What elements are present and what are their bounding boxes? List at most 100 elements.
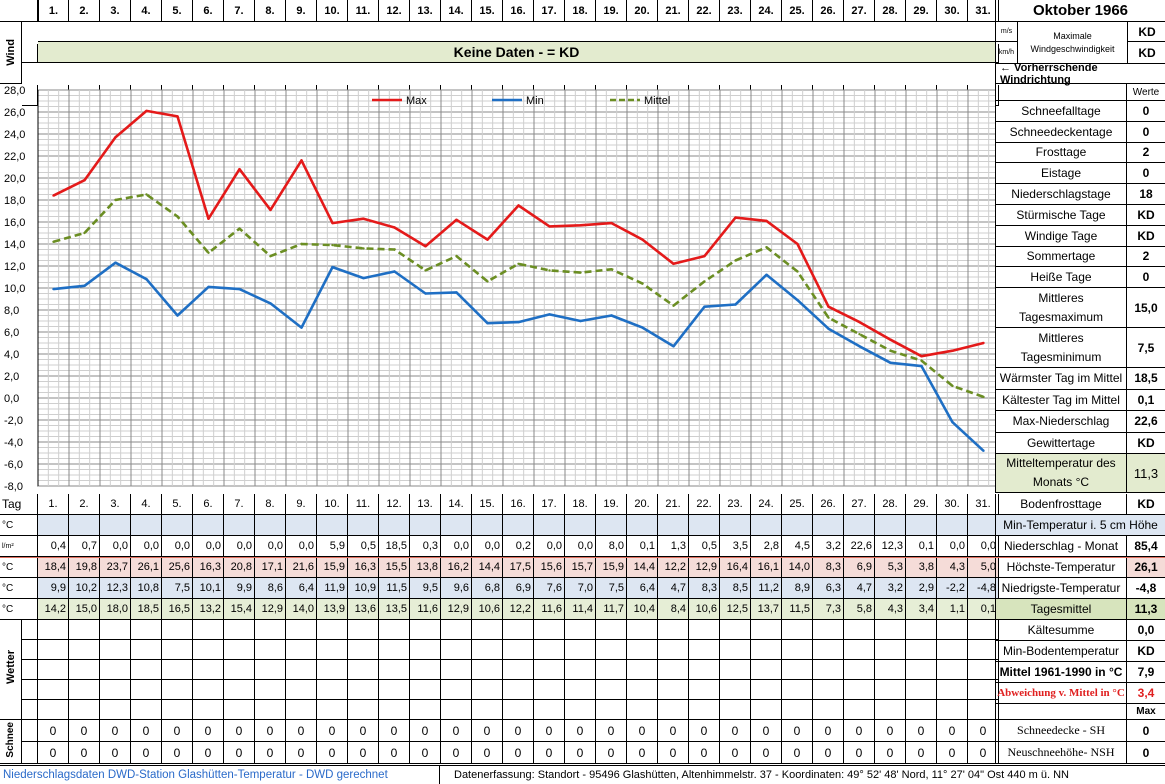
legend-label-min: Min [526,95,544,107]
table-cell: 4,7 [844,578,875,599]
table-cell: 12,3 [100,578,131,599]
series-min-point [827,327,830,330]
table-cell [162,515,193,536]
table-cell: 20,8 [224,557,255,578]
table-cell [844,515,875,536]
wetter-cell [410,620,441,640]
series-max-point [889,338,892,341]
day-number: 31. [968,0,999,22]
table-cell [38,515,69,536]
wetter-cell [751,620,782,640]
table-cell: 0,5 [348,536,379,557]
table-cell: 18,5 [131,599,162,620]
wind-area: Wind Keine Daten - = KD [0,22,999,106]
series-mittel-point [238,227,241,230]
series-mittel-point [455,254,458,258]
table-cell: 21,6 [286,557,317,578]
table-cell [875,515,906,536]
table-cell [131,515,162,536]
table-cell: 13,5 [379,599,410,620]
series-min-point [517,320,520,324]
corner-cell [0,0,38,22]
tag-label: Tag [0,494,38,515]
table-cell: 14,4 [627,557,658,578]
series-max-point [920,355,923,358]
lower-stat-label: Kältesumme [995,620,1127,641]
series-max-point [641,238,644,241]
table-cell [813,515,844,536]
series-mittel-point [486,280,489,283]
wetter-cell [286,700,317,720]
table-cell: 7,3 [813,599,844,620]
schnee-value: 0 [441,720,472,742]
wetter-cell [348,700,379,720]
wetter-cell [472,680,503,700]
stat-item-value: 2 [1127,143,1165,164]
schnee-value: 0 [410,742,441,764]
wetter-cell [38,640,69,660]
wetter-cell [503,620,534,640]
wetter-cell [844,640,875,660]
wetter-cell [689,680,720,700]
table-day-number: 9. [286,494,317,515]
wetter-cell [906,680,937,700]
series-min-point [486,322,489,325]
y-tick-label: 24,0 [4,129,25,141]
series-max-point [269,208,272,212]
wetter-cell [689,660,720,680]
table-cell [627,515,658,536]
wetter-cell [782,660,813,680]
schnee-value: 0 [565,720,596,742]
schnee-value: 0 [69,720,100,742]
wetter-cell [875,680,906,700]
table-day-number: 2. [69,494,100,515]
schnee-value: 0 [968,720,999,742]
series-max-point [238,168,241,171]
wetter-cell [317,680,348,700]
wetter-cell [131,640,162,660]
table-cell: 6,4 [627,578,658,599]
schnee-value: 0 [813,720,844,742]
series-min-point [393,270,396,273]
table-cell [100,515,131,536]
table-cell: 2,9 [906,578,937,599]
series-mittel-point [207,251,210,254]
table-day-number: 5. [162,494,193,515]
series-min-point [982,449,985,452]
schnee-value: 0 [782,720,813,742]
series-mittel-point [114,198,117,202]
day-number: 5. [162,0,193,22]
table-cell: 0,0 [100,536,131,557]
stat-item-value: 2 [1127,247,1165,268]
lower-stat-value: KD [1127,641,1165,662]
table-cell: 0,1 [968,599,999,620]
stat-label-line: Mitteltemperatur des [1006,456,1116,471]
series-max-point [982,341,985,345]
schnee-value: 0 [503,720,534,742]
schnee-value: 0 [472,742,503,764]
schnee-value: 0 [317,720,348,742]
series-min-point [207,285,210,289]
table-cell: 4,3 [875,599,906,620]
series-max-point [796,242,799,246]
wind-banner: Keine Daten - = KD [38,41,995,63]
stat-label-line: Tagesminimum [1020,349,1102,364]
stat-mittleres-max: Mittleres Tagesmaximum [995,288,1127,329]
wetter-cell [534,700,565,720]
table-cell: 14,2 [38,599,69,620]
wetter-cell [565,640,596,660]
series-min-point [858,345,861,348]
table-cell: 8,3 [689,578,720,599]
series-mittel-point [579,271,582,274]
table-day-number: 11. [348,494,379,515]
series-max-point [858,320,861,324]
table-day-number: 25. [782,494,813,515]
table-cell: 3,2 [813,536,844,557]
table-day-number: 19. [596,494,627,515]
wetter-cell [658,640,689,660]
table-cell: 3,4 [906,599,937,620]
table-cell: 15,5 [379,557,410,578]
day-number: 9. [286,0,317,22]
series-mittel-point [145,193,148,196]
schnee-value: 0 [534,720,565,742]
